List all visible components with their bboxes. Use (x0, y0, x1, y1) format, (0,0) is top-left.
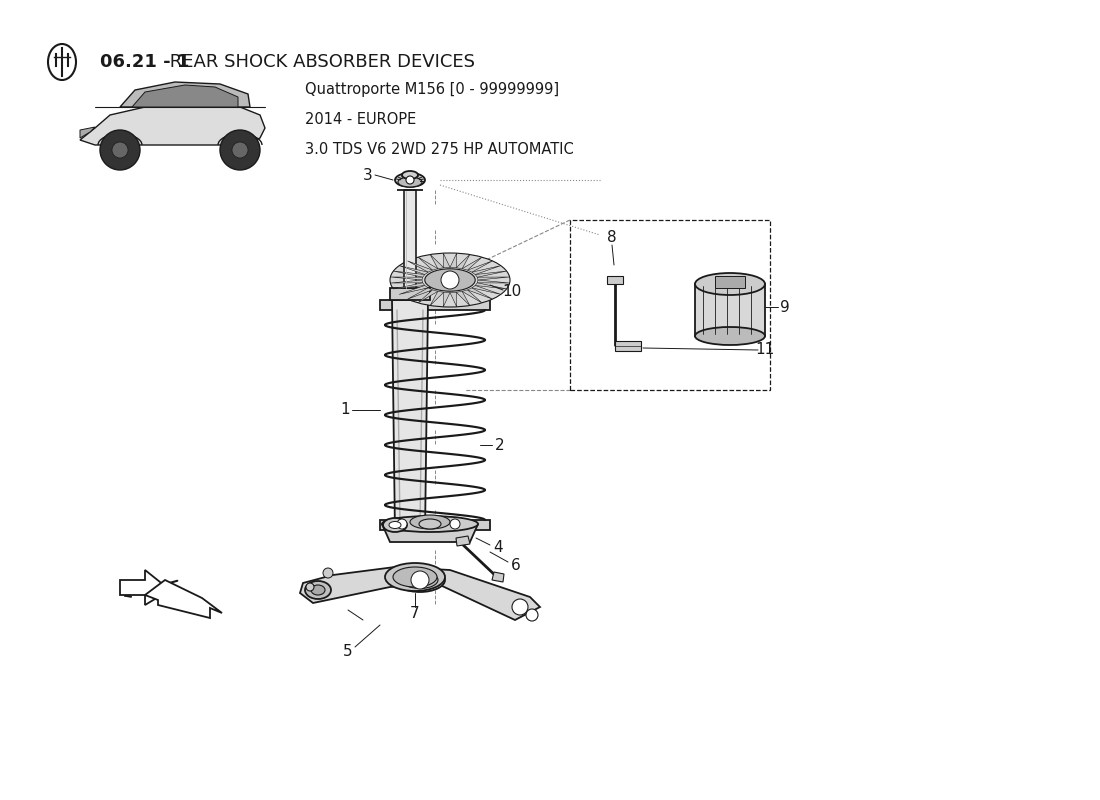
Circle shape (397, 519, 407, 529)
Polygon shape (715, 276, 745, 288)
Polygon shape (408, 261, 432, 272)
Polygon shape (607, 276, 623, 284)
Text: 6: 6 (512, 558, 521, 573)
Polygon shape (475, 283, 507, 289)
Polygon shape (418, 257, 438, 270)
Text: 1: 1 (340, 402, 350, 418)
Text: 7: 7 (410, 606, 420, 621)
Text: 5: 5 (343, 645, 353, 659)
Text: Quattroporte M156 [0 - 99999999]: Quattroporte M156 [0 - 99999999] (305, 82, 559, 97)
Polygon shape (392, 300, 428, 535)
Polygon shape (430, 254, 443, 269)
Polygon shape (300, 567, 540, 620)
Circle shape (232, 142, 248, 158)
Polygon shape (379, 300, 490, 310)
Text: 3: 3 (363, 167, 373, 182)
Circle shape (406, 176, 414, 184)
Circle shape (411, 571, 429, 589)
Polygon shape (120, 570, 170, 605)
Polygon shape (404, 190, 416, 288)
Polygon shape (145, 580, 222, 618)
Text: 4: 4 (493, 539, 503, 554)
Text: 11: 11 (756, 342, 774, 358)
Polygon shape (390, 277, 422, 280)
Polygon shape (390, 280, 422, 283)
Text: 2014 - EUROPE: 2014 - EUROPE (305, 112, 416, 127)
Ellipse shape (311, 585, 324, 595)
Polygon shape (399, 266, 428, 274)
Polygon shape (80, 105, 265, 145)
Circle shape (526, 609, 538, 621)
Polygon shape (456, 536, 470, 546)
Circle shape (450, 519, 460, 529)
Ellipse shape (410, 515, 450, 529)
Polygon shape (399, 286, 428, 294)
Ellipse shape (48, 44, 76, 80)
Ellipse shape (390, 253, 510, 307)
Polygon shape (475, 271, 507, 277)
Ellipse shape (395, 568, 446, 592)
Ellipse shape (382, 516, 478, 532)
Polygon shape (462, 257, 482, 270)
Ellipse shape (419, 519, 441, 529)
Circle shape (441, 271, 459, 289)
Polygon shape (468, 261, 493, 272)
Ellipse shape (393, 567, 437, 587)
Polygon shape (408, 288, 432, 299)
Ellipse shape (383, 518, 407, 532)
Polygon shape (695, 284, 764, 336)
Circle shape (112, 142, 128, 158)
Ellipse shape (402, 171, 418, 179)
Polygon shape (379, 520, 490, 530)
Ellipse shape (695, 327, 764, 345)
Polygon shape (394, 283, 425, 289)
Polygon shape (443, 292, 450, 307)
Text: 06.21 - 1: 06.21 - 1 (100, 53, 189, 71)
Circle shape (220, 130, 260, 170)
Polygon shape (462, 290, 482, 303)
Polygon shape (382, 524, 478, 542)
Ellipse shape (425, 269, 475, 291)
Ellipse shape (398, 177, 422, 187)
Polygon shape (394, 271, 425, 277)
Polygon shape (468, 288, 493, 299)
Text: 9: 9 (780, 299, 790, 314)
Polygon shape (450, 292, 456, 307)
Ellipse shape (389, 522, 402, 529)
Text: 8: 8 (607, 230, 617, 246)
Polygon shape (418, 290, 438, 303)
Polygon shape (120, 82, 250, 107)
Text: REAR SHOCK ABSORBER DEVICES: REAR SHOCK ABSORBER DEVICES (164, 53, 475, 71)
Polygon shape (472, 266, 500, 274)
Circle shape (306, 583, 313, 591)
Polygon shape (492, 572, 504, 582)
Ellipse shape (395, 173, 425, 187)
Polygon shape (430, 291, 443, 306)
Polygon shape (456, 291, 470, 306)
Text: 2: 2 (495, 438, 505, 453)
Polygon shape (450, 253, 456, 268)
Polygon shape (472, 286, 500, 294)
Polygon shape (456, 254, 470, 269)
Polygon shape (443, 253, 450, 268)
Polygon shape (80, 127, 95, 138)
Polygon shape (477, 277, 509, 280)
Text: 3.0 TDS V6 2WD 275 HP AUTOMATIC: 3.0 TDS V6 2WD 275 HP AUTOMATIC (305, 142, 574, 157)
Circle shape (323, 568, 333, 578)
Text: 10: 10 (503, 285, 521, 299)
Circle shape (512, 599, 528, 615)
Polygon shape (132, 85, 238, 107)
Circle shape (100, 130, 140, 170)
Ellipse shape (695, 273, 764, 295)
Polygon shape (477, 280, 509, 283)
Polygon shape (390, 288, 430, 300)
Ellipse shape (402, 571, 438, 589)
Ellipse shape (305, 581, 331, 599)
Polygon shape (615, 341, 641, 351)
Ellipse shape (385, 563, 446, 591)
